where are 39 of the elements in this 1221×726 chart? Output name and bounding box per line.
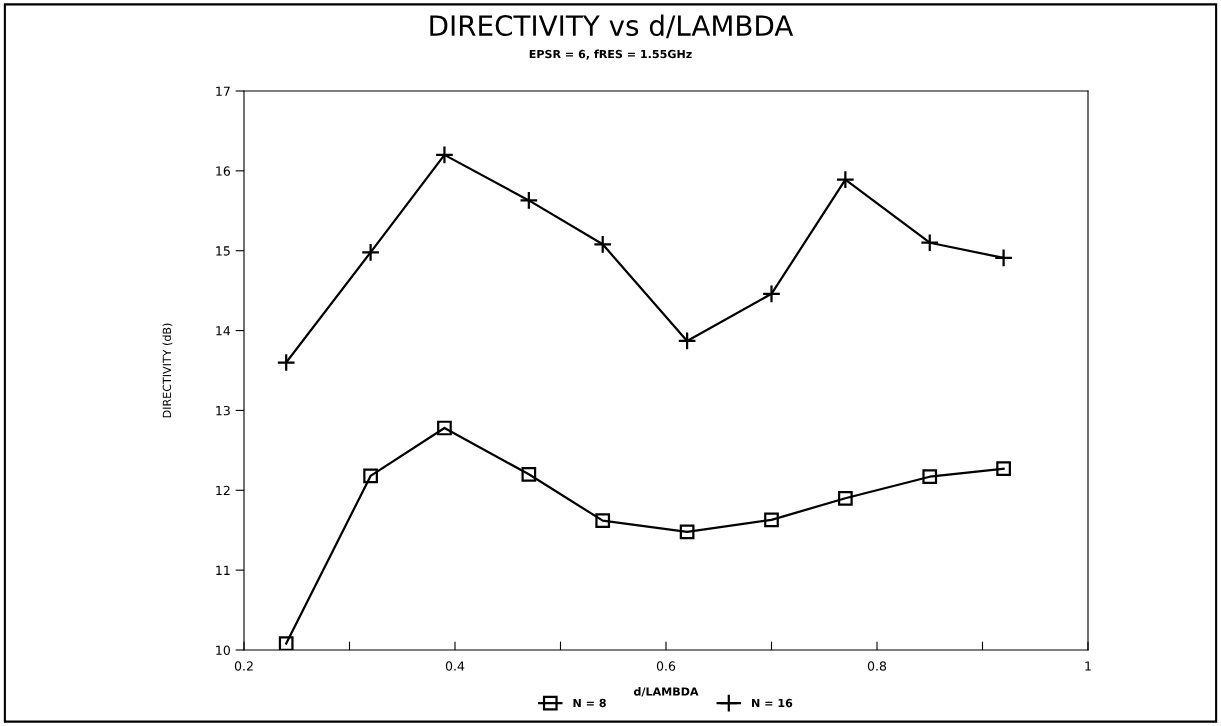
x-tick-label: 1 [1085,661,1091,671]
y-axis-title: DIRECTIVITY (dB) [162,323,173,418]
point [363,468,378,484]
point [996,461,1011,477]
point [764,512,779,528]
y-tick-label: 15 [216,246,230,256]
point [593,234,613,254]
point [276,353,296,372]
x-tick-label: 0.6 [656,661,676,671]
chart-title: DIRECTIVITY vs d/LAMBDA [430,14,794,39]
x-tick-label: 0.8 [867,661,887,671]
y-tick-label: 11 [216,565,230,575]
x-tick-label: 0.4 [445,661,465,671]
point [595,513,611,528]
y-tick-label: 17 [216,86,230,96]
y-tick-label: 16 [216,166,231,176]
y-tick-label: 14 [216,326,231,336]
point [677,331,697,351]
point [679,524,695,540]
x-axis-title: d/LAMBDA [633,687,699,697]
point [361,242,381,262]
point [437,420,452,436]
point [837,490,853,506]
point [435,145,454,165]
point [278,636,294,650]
point [519,190,539,210]
legend-label: N = 16 [752,698,793,708]
point [521,466,537,482]
point [920,233,940,253]
y-tick-label: 10 [216,645,230,655]
y-tick-label: 12 [216,485,230,496]
point [922,469,938,485]
point [994,248,1014,268]
legend-label: N = 8 [573,698,606,708]
point [762,284,781,304]
point [835,170,855,190]
x-tick-label: 0.2 [234,661,253,671]
y-tick-label: 13 [216,405,230,416]
chart-subtitle: EPSR = 6, fRES = 1.55GHz [529,49,692,60]
